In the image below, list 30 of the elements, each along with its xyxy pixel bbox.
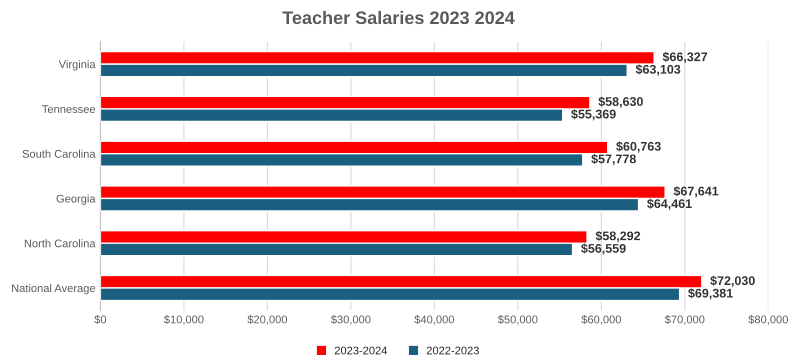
data-label: $66,327 bbox=[662, 52, 708, 64]
x-tick-label: $40,000 bbox=[414, 315, 454, 325]
x-tick-label: $20,000 bbox=[247, 315, 288, 325]
x-tick-label: $10,000 bbox=[164, 315, 204, 325]
x-tick-label: $70,000 bbox=[664, 315, 704, 325]
data-label: $67,641 bbox=[674, 186, 718, 198]
y-tick-label: North Carolina bbox=[24, 239, 96, 248]
y-tick-label: Georgia bbox=[56, 194, 96, 205]
data-label: $63,103 bbox=[636, 64, 680, 76]
x-tick-label: $30,000 bbox=[330, 315, 371, 325]
data-label: $72,030 bbox=[710, 276, 755, 287]
data-label: $60,763 bbox=[616, 141, 661, 153]
y-tick-label: National Average bbox=[12, 284, 96, 294]
data-label: $58,292 bbox=[596, 230, 640, 242]
chart-title: Teacher Salaries 2023 2024 bbox=[282, 10, 515, 24]
y-tick-label: South Carolina bbox=[22, 150, 96, 158]
y-tick-label: Tennessee bbox=[42, 105, 96, 114]
data-label: $69,381 bbox=[688, 288, 733, 300]
data-label: $64,461 bbox=[647, 198, 692, 210]
y-tick-label: Virginia bbox=[58, 60, 96, 70]
x-tick-label: $50,000 bbox=[498, 315, 538, 325]
data-label: $56,559 bbox=[581, 243, 626, 255]
data-label: $58,630 bbox=[598, 96, 643, 108]
x-tick-label: $0 bbox=[94, 315, 106, 324]
x-tick-label: $60,000 bbox=[581, 315, 621, 325]
legend-label: 2023-2024 bbox=[334, 346, 388, 354]
data-label: $55,369 bbox=[571, 109, 616, 120]
legend-label: 2022-2023 bbox=[426, 346, 479, 354]
x-tick-label: $80,000 bbox=[748, 315, 788, 325]
data-label: $57,778 bbox=[591, 154, 636, 166]
